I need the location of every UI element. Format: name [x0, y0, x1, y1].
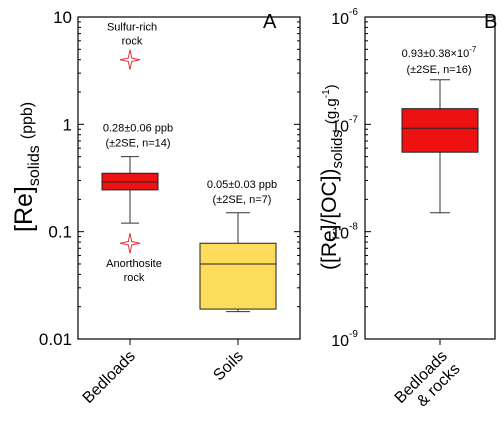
panel-a-y-tick-label: 0.01 [39, 330, 72, 349]
panel-b-annotation-value: 0.93±0.38×10-7 [402, 45, 477, 60]
panel-a-point-label: Anorthosite [106, 258, 162, 270]
panel-a-y-tick-label: 0.1 [48, 223, 72, 242]
panel-b-y-ticks: 10-910-810-710-6 [331, 7, 371, 350]
panel-b-y-tick-exponent: -6 [349, 7, 358, 18]
panel-a-x-tick-label: Bedloads [80, 348, 139, 407]
panel-a-point-label: Sulfur-rich [107, 22, 157, 34]
panel-a-frame [77, 16, 301, 340]
panel-b-marks: 0.93±0.38×10-7 (±2SE, n=16) [401, 45, 479, 214]
panel-b-frame [364, 16, 496, 340]
panel-a-point-label: rock [122, 36, 143, 48]
panel-a-annotation-stats: (±2SE, n=7) [213, 194, 272, 206]
panel-a-x-ticks: Bedloads Soils [80, 339, 247, 407]
panel-b-y-tick-label: 10 [331, 11, 349, 28]
panel-a-y-ticks: 0.01 0.1 1 10 [39, 8, 300, 349]
panel-a-star-marker [119, 233, 141, 254]
panel-b-y-tick-exponent: -9 [349, 329, 358, 340]
panel-b-x-tick-label: Bedloads& rocks [392, 348, 464, 420]
panel-b-y-tick-label: 10 [331, 118, 349, 135]
panel-b-y-tick-exponent: -7 [349, 114, 358, 125]
panel-b-y-tick-label: 10 [331, 333, 349, 350]
panel-b-y-tick-exponent: -8 [349, 222, 358, 233]
panel-b-annotation-exponent: -7 [469, 45, 477, 54]
panel-b-bedloads-rocks-box [401, 108, 479, 153]
panel-a-star-marker [119, 49, 141, 70]
panel-a-point-label: rock [124, 272, 145, 284]
panel-a-annotation-value: 0.28±0.06 ppb [103, 123, 173, 135]
panel-b-letter: B [484, 11, 497, 33]
panel-b-y-tick-label: 10 [331, 226, 349, 243]
panel-a-marks: 0.28±0.06 ppb (±2SE, n=14) 0.05±0.03 ppb (±… [101, 22, 277, 313]
panel-a-letter: A [263, 11, 277, 33]
panel-a-y-tick-label: 1 [63, 115, 72, 134]
panel-b-x-ticks: Bedloads& rocks [392, 339, 464, 420]
panel-a-y-axis-label: [Re]solids(ppb) [10, 102, 43, 232]
panel-b-annotation-stats: (±2SE, n=16) [406, 64, 471, 76]
panel-a-annotation-value: 0.05±0.03 ppb [207, 179, 277, 191]
panel-a-x-tick-label: Soils [210, 348, 247, 385]
panel-b: 10-910-810-710-6 Bedloads& rocks B ([Re]… [318, 7, 497, 420]
panel-a: 0.01 0.1 1 10 Bedloads Soils A [Re]solids(pp… [10, 8, 301, 407]
panel-a-annotation-stats: (±2SE, n=14) [105, 138, 170, 150]
panel-a-y-tick-label: 10 [53, 8, 72, 27]
panel-a-soils-box [199, 242, 277, 310]
panel-b-y-axis-label: ([Re]/[OC])solids(g.g-1) [318, 84, 346, 270]
